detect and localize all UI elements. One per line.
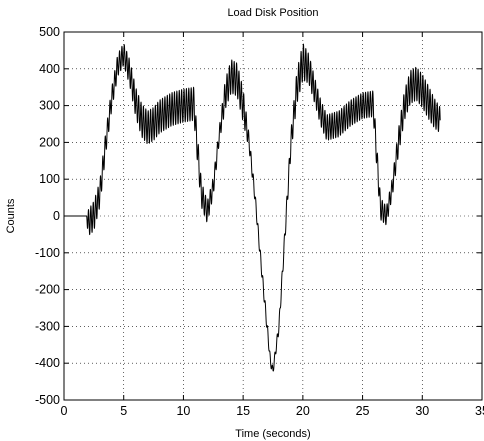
- x-tick-label: 0: [61, 404, 68, 418]
- grid: [64, 32, 482, 400]
- y-tick-label: -200: [35, 283, 60, 297]
- y-tick-label: 100: [39, 172, 60, 186]
- series-line: [63, 43, 441, 372]
- y-tick-labels: -500 -400 -300 -200 -100 0 100 200 300 400 500: [35, 25, 60, 407]
- y-tick-label: 200: [39, 135, 60, 149]
- y-tick-label: 300: [39, 99, 60, 113]
- y-tick-label: 400: [39, 62, 60, 76]
- x-tick-label: 25: [356, 404, 370, 418]
- y-tick-label: -100: [35, 246, 60, 260]
- axis-ticks: [63, 31, 483, 401]
- y-tick-label: -300: [35, 319, 60, 333]
- y-tick-label: 500: [39, 25, 60, 39]
- y-tick-label: -400: [35, 356, 60, 370]
- x-tick-labels: 0 5 10 15 20 25 30 35: [61, 404, 484, 418]
- x-axis-label: Time (seconds): [235, 428, 310, 440]
- x-tick-label: 10: [176, 404, 190, 418]
- chart-title: Load Disk Position: [227, 7, 318, 19]
- series-layer: [63, 43, 441, 372]
- x-tick-label: 35: [475, 404, 484, 418]
- x-tick-label: 5: [120, 404, 127, 418]
- x-tick-label: 30: [415, 404, 429, 418]
- y-tick-label: 0: [53, 209, 60, 223]
- x-tick-label: 15: [236, 404, 250, 418]
- x-tick-label: 20: [296, 404, 310, 418]
- y-tick-label: -500: [35, 393, 60, 407]
- y-axis-label: Counts: [5, 198, 17, 233]
